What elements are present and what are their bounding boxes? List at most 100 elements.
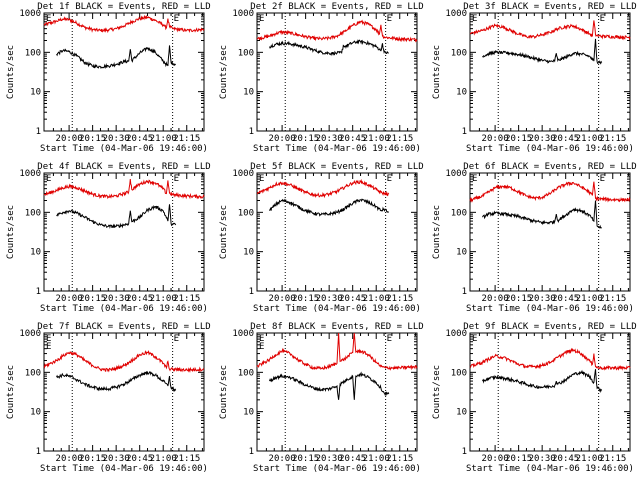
series-events-line xyxy=(56,45,176,70)
y-tick-label: 10 xyxy=(243,248,254,258)
y-tick-label: 100 xyxy=(25,368,41,378)
event-marker-label: E xyxy=(174,14,179,24)
event-marker-label: E xyxy=(600,14,605,24)
event-marker-label: E xyxy=(387,174,392,184)
y-axis-label: Counts/sec xyxy=(432,365,442,419)
x-axis-label: Start Time (04-Mar-06 19:46:00) xyxy=(253,304,421,314)
chart-title: Det 1f BLACK = Events, RED = LLD xyxy=(37,2,210,12)
x-tick-label: 20:45 xyxy=(126,454,153,464)
plot-frame xyxy=(469,332,631,452)
y-tick-label: 100 xyxy=(451,48,467,58)
x-tick-label: 20:00 xyxy=(482,294,509,304)
x-tick-label: 21:15 xyxy=(173,134,200,144)
series-events-line xyxy=(56,370,177,392)
event-marker-label: E xyxy=(174,174,179,184)
chart-panel-8: Det 8f BLACK = Events, RED = LLD 1 10 100 10… xyxy=(219,322,424,474)
y-tick-label: 1 xyxy=(36,127,41,137)
y-tick-label: 1000 xyxy=(19,9,41,19)
series-lld-line xyxy=(43,179,205,200)
corner-label: E xyxy=(259,174,264,184)
x-tick-label: 20:00 xyxy=(482,134,509,144)
x-axis-label: Start Time (04-Mar-06 19:46:00) xyxy=(40,464,208,474)
corner-label: E xyxy=(259,342,264,352)
x-tick-label: 21:15 xyxy=(599,134,626,144)
chart-title: Det 3f BLACK = Events, RED = LLD xyxy=(463,2,636,12)
event-marker-label: E xyxy=(600,334,605,344)
y-tick-label: 100 xyxy=(451,208,467,218)
series-lld-line xyxy=(469,347,631,371)
x-axis-label: Start Time (04-Mar-06 19:46:00) xyxy=(40,304,208,314)
y-tick-label: 1 xyxy=(249,447,254,457)
y-tick-label: 100 xyxy=(238,368,254,378)
chart-panel-7: Det 7f BLACK = Events, RED = LLD 1 10 100 10… xyxy=(6,322,211,474)
y-axis-label: Counts/sec xyxy=(6,45,16,99)
x-tick-label: 20:00 xyxy=(482,454,509,464)
chart-title: Det 9f BLACK = Events, RED = LLD xyxy=(463,322,636,332)
y-tick-label: 1 xyxy=(249,127,254,137)
corner-label: E xyxy=(46,342,51,352)
chart-panel-5: Det 5f BLACK = Events, RED = LLD 1 10 100 10… xyxy=(219,162,424,314)
x-tick-label: 20:45 xyxy=(339,134,366,144)
y-tick-label: 100 xyxy=(25,208,41,218)
plot-frame xyxy=(256,172,418,292)
y-axis-label: Counts/sec xyxy=(432,205,442,259)
corner-label: E xyxy=(46,174,51,184)
plot-frame xyxy=(43,172,205,292)
x-tick-label: 20:45 xyxy=(339,294,366,304)
x-tick-label: 20:45 xyxy=(126,294,153,304)
x-axis-label: Start Time (04-Mar-06 19:46:00) xyxy=(466,464,634,474)
plot-frame xyxy=(469,12,631,132)
plot-frame xyxy=(469,172,631,292)
event-marker-label: E xyxy=(387,334,392,344)
chart-panel-3: Det 3f BLACK = Events, RED = LLD 1 10 100 10… xyxy=(432,2,637,154)
chart-panel-4: Det 4f BLACK = Events, RED = LLD 1 10 100 10… xyxy=(6,162,211,314)
x-tick-label: 20:00 xyxy=(56,294,83,304)
series-events-line xyxy=(482,38,603,65)
y-tick-label: 1000 xyxy=(232,169,254,179)
x-tick-label: 20:30 xyxy=(316,454,343,464)
x-axis-label: Start Time (04-Mar-06 19:46:00) xyxy=(466,304,634,314)
y-axis-label: Counts/sec xyxy=(219,45,229,99)
x-tick-label: 20:15 xyxy=(505,294,532,304)
y-tick-label: 1000 xyxy=(232,9,254,19)
x-tick-label: 20:00 xyxy=(269,134,296,144)
x-tick-label: 21:00 xyxy=(150,294,177,304)
x-tick-label: 20:45 xyxy=(552,454,579,464)
event-marker-label: E xyxy=(387,14,392,24)
x-tick-label: 21:00 xyxy=(150,454,177,464)
x-tick-label: 20:00 xyxy=(56,454,83,464)
x-tick-label: 20:30 xyxy=(103,134,130,144)
chart-title: Det 6f BLACK = Events, RED = LLD xyxy=(463,162,636,172)
x-tick-label: 21:15 xyxy=(599,454,626,464)
y-tick-label: 10 xyxy=(243,88,254,98)
x-tick-label: 21:15 xyxy=(173,294,200,304)
y-tick-label: 10 xyxy=(30,88,41,98)
x-tick-label: 21:00 xyxy=(363,134,390,144)
series-events-line xyxy=(269,39,389,57)
y-tick-label: 100 xyxy=(238,208,254,218)
y-tick-label: 1 xyxy=(462,127,467,137)
series-events-line xyxy=(56,204,177,230)
x-tick-label: 21:15 xyxy=(386,294,413,304)
x-tick-label: 20:30 xyxy=(103,454,130,464)
x-tick-label: 20:15 xyxy=(79,134,106,144)
event-marker-label: E xyxy=(600,174,605,184)
y-tick-label: 100 xyxy=(451,368,467,378)
y-tick-label: 10 xyxy=(456,408,467,418)
x-tick-label: 20:15 xyxy=(505,134,532,144)
corner-label: E xyxy=(259,14,264,24)
y-tick-label: 10 xyxy=(30,248,41,258)
series-lld-line xyxy=(256,19,418,43)
corner-label: E xyxy=(46,14,51,24)
x-tick-label: 20:30 xyxy=(103,294,130,304)
series-events-line xyxy=(482,200,602,229)
x-tick-label: 20:30 xyxy=(529,454,556,464)
series-lld-line xyxy=(469,20,631,41)
x-tick-label: 21:00 xyxy=(363,454,390,464)
x-tick-label: 20:15 xyxy=(79,294,106,304)
x-tick-label: 20:15 xyxy=(79,454,106,464)
chart-title: Det 4f BLACK = Events, RED = LLD xyxy=(37,162,210,172)
corner-label: E xyxy=(472,174,477,184)
series-events-line xyxy=(269,198,390,217)
x-tick-label: 21:00 xyxy=(576,454,603,464)
